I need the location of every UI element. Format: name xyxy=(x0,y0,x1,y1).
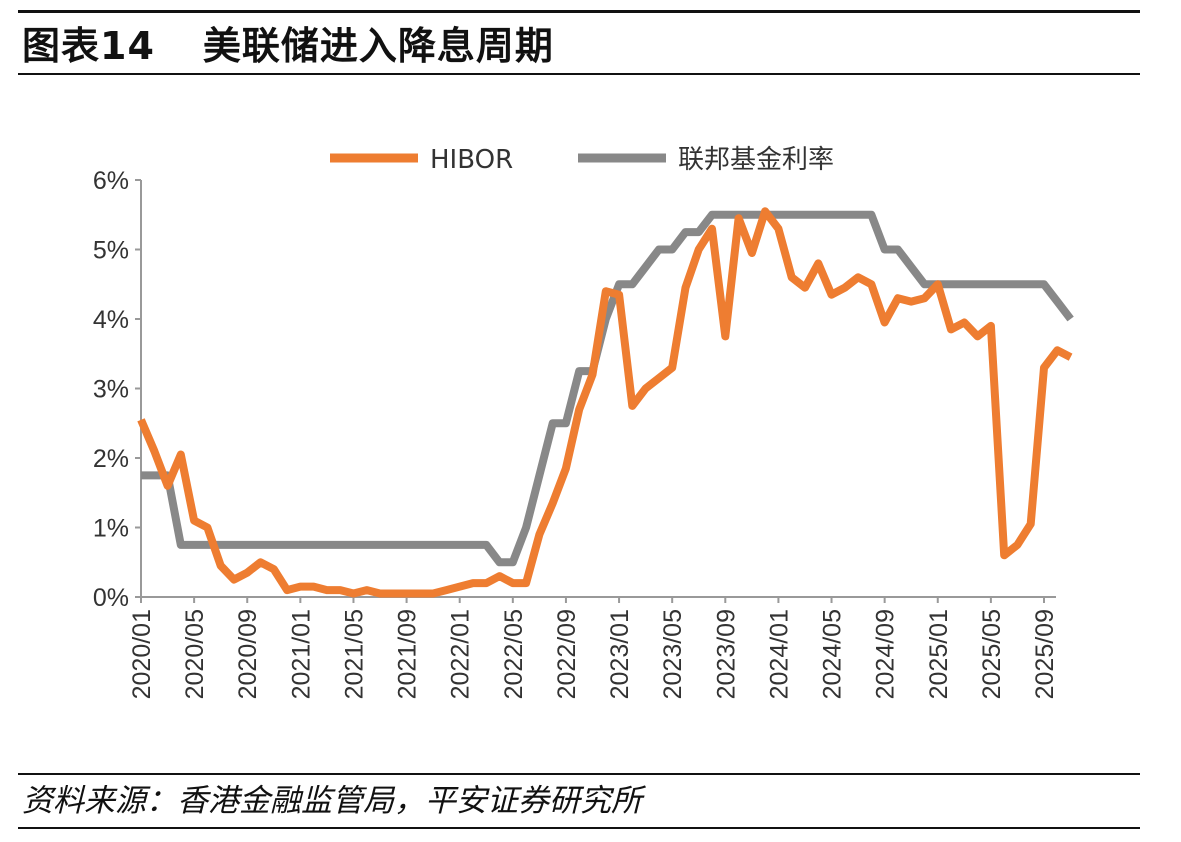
x-tick-label: 2021/09 xyxy=(394,609,422,699)
tick-labels: 0% 1% 2% 3% 4% 5% 6% 2020/01 2020/05 2020/09 2021/… xyxy=(93,167,1059,699)
source-rule-top xyxy=(18,773,1140,775)
y-tick-label: 0% xyxy=(93,584,129,612)
x-tick-label: 2021/05 xyxy=(340,609,368,699)
chart-axes xyxy=(135,179,1056,603)
y-tick-label: 2% xyxy=(93,445,129,473)
legend-item-hibor-label: HIBOR xyxy=(430,145,513,175)
x-tick-label: 2022/01 xyxy=(447,609,475,699)
title-rule-top xyxy=(18,10,1140,13)
y-tick-label: 4% xyxy=(93,306,129,334)
x-tick-label: 2025/05 xyxy=(978,609,1006,699)
figure-title-text: 美联储进入降息周期 xyxy=(202,24,554,68)
y-tick-label: 3% xyxy=(93,376,129,404)
x-tick-label: 2020/05 xyxy=(181,609,209,699)
x-tick-label: 2024/01 xyxy=(765,609,793,699)
source-rule-bottom xyxy=(18,827,1140,829)
legend-item-fed-funds-rate-label: 联邦基金利率 xyxy=(678,145,834,175)
x-tick-label: 2022/09 xyxy=(553,609,581,699)
x-tick-label: 2024/09 xyxy=(872,609,900,699)
series-line-fed-funds-rate xyxy=(141,210,1074,567)
x-tick-label: 2023/01 xyxy=(606,609,634,699)
chart-legend: HIBOR 联邦基金利率 xyxy=(330,145,834,175)
source-note: 资料来源：香港金融监管局，平安证券研究所 xyxy=(22,783,642,819)
y-tick-label: 1% xyxy=(93,515,129,543)
x-tick-label: 2023/09 xyxy=(712,609,740,699)
x-tick-label: 2024/05 xyxy=(819,609,847,699)
x-tick-label: 2020/09 xyxy=(234,609,262,699)
figure-title: 图表14 美联储进入降息周期 xyxy=(22,22,554,70)
y-tick-label: 5% xyxy=(93,237,129,265)
x-tick-label: 2021/01 xyxy=(287,609,315,699)
x-tick-label: 2022/05 xyxy=(500,609,528,699)
x-tick-label: 2025/01 xyxy=(925,609,953,699)
title-rule-bottom xyxy=(18,73,1140,75)
x-tick-label: 2023/05 xyxy=(659,609,687,699)
x-tick-label: 2025/09 xyxy=(1031,609,1059,699)
figure-number: 图表14 xyxy=(22,24,155,68)
line-chart: HIBOR 联邦基金利率 0% 1% 2% 3% 4% 5% 6% 2020/01 2020/05… xyxy=(93,145,1074,699)
x-tick-label: 2020/01 xyxy=(128,609,156,699)
y-tick-label: 6% xyxy=(93,167,129,195)
series-line-hibor xyxy=(137,207,1073,598)
plot-lines xyxy=(137,207,1074,598)
